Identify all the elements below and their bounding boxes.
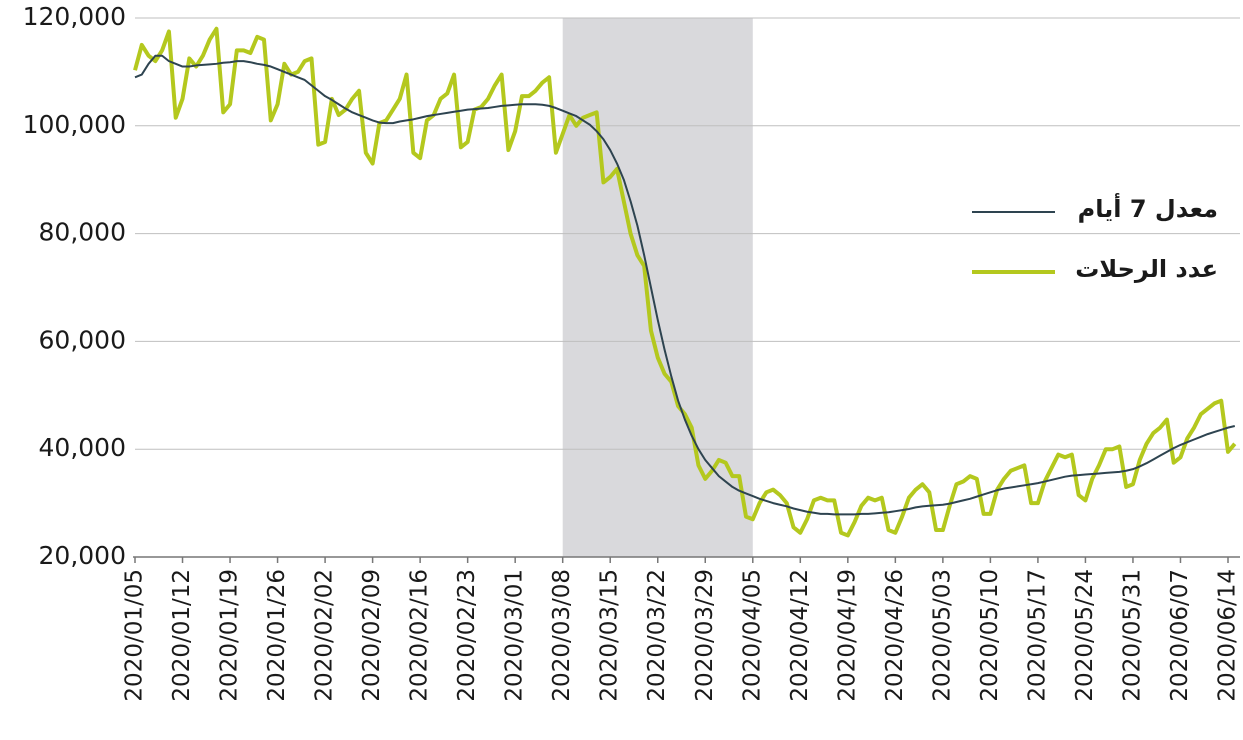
y-tick-label: 60,000 [39, 325, 126, 354]
x-tick-label: 2020/03/08 [549, 569, 575, 702]
y-tick-label: 20,000 [39, 541, 126, 570]
x-tick-label: 2020/04/26 [882, 569, 908, 702]
y-tick-label: 80,000 [39, 218, 126, 247]
x-tick-label: 2020/03/15 [597, 569, 623, 702]
x-tick-label: 2020/06/14 [1215, 569, 1241, 702]
x-tick-label: 2020/05/17 [1024, 569, 1050, 702]
x-tick-label: 2020/01/12 [169, 569, 195, 702]
x-tick-label: 2020/05/03 [929, 569, 955, 702]
y-tick-label: 40,000 [39, 433, 126, 462]
x-tick-label: 2020/04/12 [787, 569, 813, 702]
y-tick-label: 100,000 [23, 110, 126, 139]
shaded-period [562, 18, 753, 557]
x-tick-label: 2020/01/19 [217, 569, 243, 702]
data-line [134, 54, 1236, 516]
x-tick-label: 2020/01/26 [264, 569, 290, 702]
legend-label: عدد الرحلات [1075, 255, 1218, 283]
x-tick-label: 2020/03/22 [644, 569, 670, 702]
x-tick-label: 2020/05/10 [977, 569, 1003, 702]
x-tick-label: 2020/03/29 [692, 569, 718, 702]
x-tick-label: 2020/02/16 [407, 569, 433, 702]
y-tick-label: 120,000 [23, 2, 126, 31]
x-tick-label: 2020/01/05 [122, 569, 148, 702]
x-tick-label: 2020/04/19 [834, 569, 860, 702]
data-line [133, 26, 1237, 538]
x-tick-label: 2020/03/01 [502, 569, 528, 702]
x-tick-label: 2020/05/24 [1072, 569, 1098, 702]
x-tick-label: 2020/02/09 [359, 569, 385, 702]
x-tick-label: 2020/02/02 [312, 569, 338, 702]
legend-item: معدل 7 أيام [972, 193, 1218, 223]
x-tick-label: 2020/04/05 [739, 569, 765, 702]
legend-item: عدد الرحلات [972, 255, 1218, 283]
x-tick-label: 2020/06/07 [1167, 569, 1193, 702]
legend-label: معدل 7 أيام [1078, 193, 1218, 223]
x-tick-label: 2020/05/31 [1119, 569, 1145, 702]
x-tick-label: 2020/02/23 [454, 569, 480, 702]
